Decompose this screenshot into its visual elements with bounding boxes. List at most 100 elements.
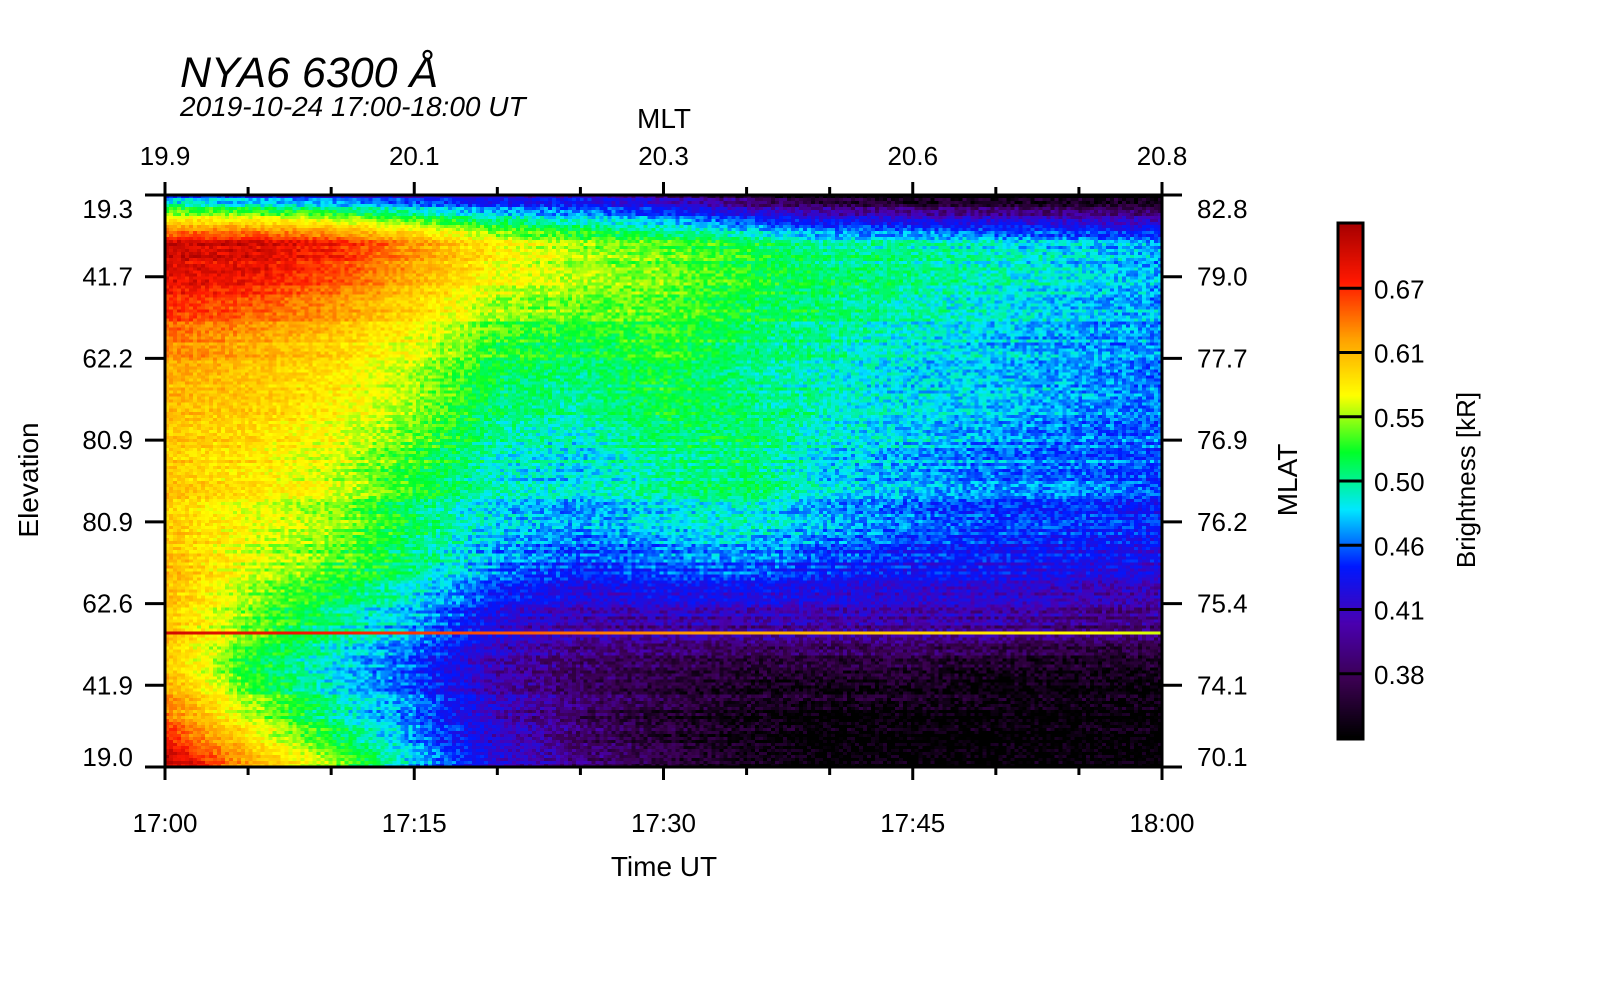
y-tick-label: 80.9 bbox=[82, 507, 133, 537]
heatmap-cell bbox=[395, 547, 472, 591]
heatmap-cell bbox=[702, 591, 779, 635]
heatmap-cell bbox=[779, 591, 856, 635]
heatmap-cell bbox=[242, 239, 319, 283]
heatmap-cell bbox=[1009, 503, 1086, 547]
heatmap-cell bbox=[702, 327, 779, 371]
x-tick-label: 17:45 bbox=[880, 808, 945, 838]
heatmap-cell bbox=[548, 459, 625, 503]
heatmap-cell bbox=[242, 371, 319, 415]
y-tick-label: 41.9 bbox=[82, 670, 133, 700]
heatmap-cell bbox=[395, 239, 472, 283]
heatmap-cell bbox=[242, 459, 319, 503]
heatmap-cell bbox=[548, 635, 625, 679]
heatmap-cell bbox=[548, 371, 625, 415]
heatmap-cell bbox=[548, 327, 625, 371]
colorbar-label: Brightness [kR] bbox=[1451, 392, 1481, 568]
heatmap-cell bbox=[242, 635, 319, 679]
axes: 17:00 17:15 17:30 17:45 18:00 19.9 20.1 20.3 20.… bbox=[82, 141, 1424, 838]
heatmap-cell bbox=[242, 591, 319, 635]
heatmap-cell bbox=[855, 547, 932, 591]
heatmap-cell bbox=[1009, 195, 1086, 239]
heatmap-cell bbox=[242, 283, 319, 327]
x-tick-label: 17:30 bbox=[631, 808, 696, 838]
heatmap-cell bbox=[472, 723, 549, 767]
heatmap-cell bbox=[472, 459, 549, 503]
heatmap-cell bbox=[625, 723, 702, 767]
heatmap-cell bbox=[855, 371, 932, 415]
heatmap-cell bbox=[779, 415, 856, 459]
heatmap-cell bbox=[779, 195, 856, 239]
heatmap-cell bbox=[932, 371, 1009, 415]
heatmap-cell bbox=[702, 547, 779, 591]
heatmap-cell bbox=[625, 679, 702, 723]
heatmap-cell bbox=[395, 503, 472, 547]
top-x-tick-label: 19.9 bbox=[140, 141, 191, 171]
heatmap-cell bbox=[165, 503, 242, 547]
heatmap-cell bbox=[1009, 239, 1086, 283]
right-y-tick-label: 76.2 bbox=[1197, 507, 1248, 537]
top-x-tick-label: 20.8 bbox=[1137, 141, 1188, 171]
heatmap-cell bbox=[855, 195, 932, 239]
heatmap-cell bbox=[779, 679, 856, 723]
heatmap-cell bbox=[472, 635, 549, 679]
x-tick-label: 18:00 bbox=[1129, 808, 1194, 838]
y-tick-label: 80.9 bbox=[82, 425, 133, 455]
heatmap-cell bbox=[318, 591, 395, 635]
heatmap-cell bbox=[855, 283, 932, 327]
colorbar-tick-label: 0.55 bbox=[1374, 403, 1425, 433]
heatmap-cell bbox=[702, 503, 779, 547]
heatmap-cell bbox=[395, 723, 472, 767]
heatmap-cell bbox=[395, 635, 472, 679]
heatmap-cell bbox=[625, 239, 702, 283]
heatmap-cell bbox=[242, 415, 319, 459]
right-y-tick-label: 74.1 bbox=[1197, 670, 1248, 700]
heatmap-cell bbox=[1085, 591, 1162, 635]
heatmap-cell bbox=[1085, 459, 1162, 503]
y-tick-label: 62.6 bbox=[82, 589, 133, 619]
heatmap-cell bbox=[1085, 283, 1162, 327]
heatmap-cell bbox=[625, 415, 702, 459]
heatmap-cell bbox=[472, 679, 549, 723]
heatmap-cell bbox=[165, 195, 242, 239]
heatmap-cell bbox=[548, 723, 625, 767]
heatmap-cell bbox=[932, 679, 1009, 723]
heatmap-cell bbox=[1085, 239, 1162, 283]
heatmap-cell bbox=[625, 371, 702, 415]
colorbar-tick-label: 0.67 bbox=[1374, 274, 1425, 304]
colorbar-tick-label: 0.38 bbox=[1374, 660, 1425, 690]
heatmap-cell bbox=[1009, 591, 1086, 635]
heatmap-cell bbox=[779, 723, 856, 767]
heatmap-cell bbox=[779, 503, 856, 547]
heatmap-cell bbox=[625, 503, 702, 547]
heatmap-cell bbox=[165, 459, 242, 503]
heatmap-cell bbox=[855, 723, 932, 767]
heatmap-cell bbox=[318, 503, 395, 547]
heatmap-cell bbox=[165, 371, 242, 415]
heatmap-cell bbox=[702, 239, 779, 283]
heatmap-cell bbox=[1009, 635, 1086, 679]
colorbar-tick-label: 0.46 bbox=[1374, 531, 1425, 561]
heatmap-cell bbox=[242, 679, 319, 723]
heatmap-cell bbox=[1009, 327, 1086, 371]
colorbar-frame bbox=[1336, 221, 1365, 741]
heatmap-cell bbox=[242, 723, 319, 767]
heatmap-cell bbox=[318, 327, 395, 371]
heatmap-cell bbox=[625, 283, 702, 327]
heatmap-cell bbox=[702, 459, 779, 503]
heatmap-cell bbox=[1009, 723, 1086, 767]
heatmap-cell bbox=[548, 195, 625, 239]
heatmap-cell bbox=[625, 591, 702, 635]
y-tick-label: 19.0 bbox=[82, 742, 133, 772]
heatmap-cell bbox=[548, 679, 625, 723]
right-y-tick-label: 82.8 bbox=[1197, 194, 1248, 224]
heatmap-cell bbox=[932, 415, 1009, 459]
heatmap-cell bbox=[318, 283, 395, 327]
y-axis-label: Elevation bbox=[13, 422, 44, 537]
heatmap-cell bbox=[472, 195, 549, 239]
heatmap-cell bbox=[1009, 415, 1086, 459]
heatmap-cell bbox=[165, 283, 242, 327]
x-tick-label: 17:00 bbox=[132, 808, 197, 838]
heatmap-cell bbox=[1085, 503, 1162, 547]
heatmap-cell bbox=[1009, 283, 1086, 327]
